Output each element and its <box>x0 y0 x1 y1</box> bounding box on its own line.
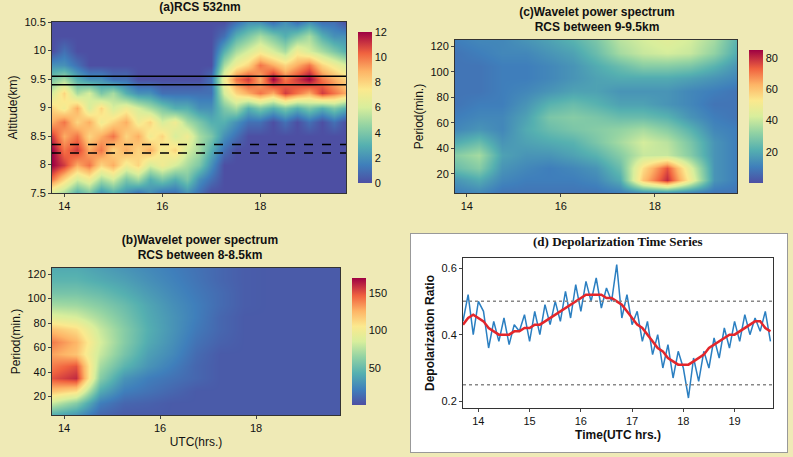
svg-text:14: 14 <box>472 415 484 427</box>
svg-text:60: 60 <box>34 341 46 353</box>
svg-text:80: 80 <box>437 91 449 103</box>
svg-text:Time(UTC hrs.): Time(UTC hrs.) <box>575 428 661 442</box>
svg-text:17: 17 <box>626 415 638 427</box>
svg-text:(b)Wavelet power spectrumRCS b: (b)Wavelet power spectrumRCS between 8-8… <box>122 233 278 263</box>
svg-text:9.5: 9.5 <box>31 73 46 85</box>
svg-text:120: 120 <box>430 40 448 52</box>
svg-text:20: 20 <box>766 146 778 158</box>
svg-text:15: 15 <box>523 415 535 427</box>
svg-text:100: 100 <box>369 324 387 336</box>
svg-text:18: 18 <box>254 200 266 212</box>
svg-text:16: 16 <box>156 200 168 212</box>
svg-text:18: 18 <box>677 415 689 427</box>
svg-text:100: 100 <box>430 66 448 78</box>
svg-text:14: 14 <box>461 200 473 212</box>
svg-text:6: 6 <box>375 101 381 113</box>
svg-text:100: 100 <box>27 292 45 304</box>
svg-text:0.4: 0.4 <box>442 329 457 341</box>
svg-text:14: 14 <box>58 200 70 212</box>
svg-text:8: 8 <box>40 158 46 170</box>
svg-text:7.5: 7.5 <box>31 187 46 199</box>
svg-text:120: 120 <box>27 268 45 280</box>
svg-text:16: 16 <box>575 415 587 427</box>
svg-text:50: 50 <box>369 362 381 374</box>
svg-text:18: 18 <box>250 422 262 434</box>
svg-text:8.5: 8.5 <box>31 130 46 142</box>
svg-text:20: 20 <box>437 168 449 180</box>
svg-text:10: 10 <box>34 44 46 56</box>
svg-text:2: 2 <box>375 152 381 164</box>
svg-text:18: 18 <box>649 200 661 212</box>
svg-text:80: 80 <box>766 52 778 64</box>
svg-text:4: 4 <box>375 127 381 139</box>
svg-text:16: 16 <box>154 422 166 434</box>
svg-text:Altitude(km): Altitude(km) <box>6 75 20 139</box>
svg-text:Depolarization Ratio: Depolarization Ratio <box>423 275 437 391</box>
svg-text:Period(min.): Period(min.) <box>9 309 23 374</box>
svg-text:0.6: 0.6 <box>442 262 457 274</box>
svg-text:0.2: 0.2 <box>442 395 457 407</box>
svg-text:(d) Depolarization Time Series: (d) Depolarization Time Series <box>533 234 703 249</box>
svg-text:60: 60 <box>766 83 778 95</box>
svg-text:9: 9 <box>40 101 46 113</box>
svg-text:19: 19 <box>728 415 740 427</box>
svg-text:40: 40 <box>437 142 449 154</box>
svg-text:10: 10 <box>375 51 387 63</box>
svg-text:80: 80 <box>34 317 46 329</box>
svg-text:(a)RCS 532nm: (a)RCS 532nm <box>159 0 240 14</box>
svg-text:14: 14 <box>58 422 70 434</box>
svg-text:Period(min.): Period(min.) <box>412 84 426 149</box>
svg-text:60: 60 <box>437 117 449 129</box>
svg-text:16: 16 <box>555 200 567 212</box>
svg-text:(c)Wavelet power spectrumRCS b: (c)Wavelet power spectrumRCS between 9-9… <box>519 5 675 35</box>
svg-text:10.5: 10.5 <box>24 16 45 28</box>
svg-text:20: 20 <box>34 390 46 402</box>
svg-text:UTC(hrs.): UTC(hrs.) <box>170 435 223 449</box>
svg-text:0: 0 <box>375 177 381 189</box>
svg-text:40: 40 <box>766 114 778 126</box>
svg-text:40: 40 <box>34 366 46 378</box>
svg-text:150: 150 <box>369 287 387 299</box>
svg-text:12: 12 <box>375 26 387 38</box>
svg-text:8: 8 <box>375 76 381 88</box>
